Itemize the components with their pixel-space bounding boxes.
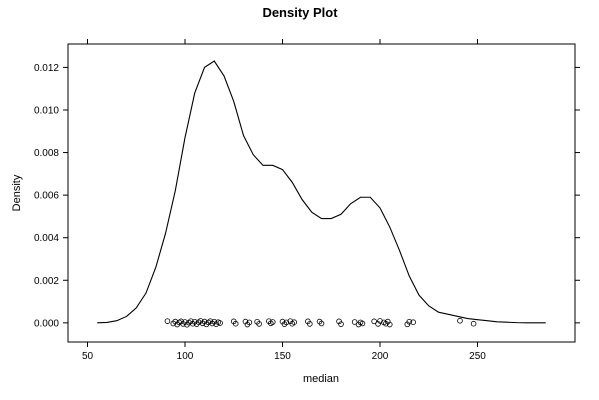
y-axis-label: Density (11, 174, 23, 211)
x-tick-label: 200 (372, 351, 389, 362)
rug-point (182, 319, 188, 325)
rug-point (283, 319, 290, 326)
rug-point (242, 318, 249, 325)
x-tick-label: 50 (82, 351, 94, 362)
rug-point (172, 318, 179, 325)
x-tick-label: 150 (274, 351, 291, 362)
rug-point (170, 320, 177, 327)
rug-point (193, 321, 200, 327)
rug-point (384, 318, 391, 325)
y-tick-label: 0.012 (34, 63, 59, 74)
x-axis-label: median (303, 373, 339, 385)
rug-point (371, 318, 377, 325)
rug-point (316, 318, 323, 325)
y-tick-label: 0.000 (34, 318, 59, 329)
rug-point (359, 320, 366, 327)
rug-point (164, 318, 171, 324)
rug-point (375, 321, 381, 327)
rug-point (203, 321, 210, 328)
rug-point (318, 320, 325, 327)
y-tick-label: 0.002 (34, 276, 59, 287)
plot-frame (67, 43, 576, 343)
rug-point (470, 320, 477, 327)
rug-point (232, 320, 239, 327)
rug-point (410, 319, 416, 326)
x-tick-label: 100 (177, 351, 194, 362)
rug-point (190, 320, 196, 327)
rug-point (336, 318, 342, 325)
y-tick-label: 0.004 (34, 233, 59, 244)
x-axis: 50 100 150 200 250 (82, 39, 486, 362)
rug-point (291, 319, 298, 326)
rug-point (306, 321, 313, 327)
rug-point (377, 318, 383, 324)
chart-title: Density Plot (262, 5, 338, 20)
rug-point (201, 318, 208, 325)
y-axis: 0.000 0.002 0.004 0.006 0.008 0.010 0.012 (34, 63, 580, 329)
y-tick-label: 0.010 (34, 105, 59, 116)
rug-point (256, 321, 262, 327)
rug-point (386, 321, 393, 328)
rug-point (217, 320, 223, 326)
rug-point (180, 321, 186, 327)
rug-points (164, 317, 477, 328)
rug-point (406, 318, 413, 325)
rug-point (351, 319, 358, 325)
rug-point (246, 319, 253, 326)
rug-point (213, 321, 220, 327)
rug-point (269, 319, 276, 325)
rug-point (457, 317, 463, 324)
density-curve (97, 60, 546, 324)
y-tick-label: 0.008 (34, 148, 59, 159)
y-tick-label: 0.006 (34, 191, 59, 202)
rug-point (338, 321, 344, 327)
x-tick-label: 250 (469, 351, 486, 362)
